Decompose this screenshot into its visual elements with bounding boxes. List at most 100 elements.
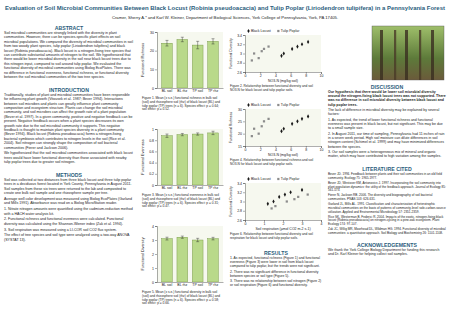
error-bar <box>181 37 184 41</box>
tick: 2 <box>260 146 262 152</box>
tick: 3.4 <box>237 34 245 38</box>
text-line: tulip poplar trees. <box>328 103 357 107</box>
tick: TP soil <box>192 88 203 93</box>
tick-label: 0 <box>245 74 247 78</box>
tick-label: 2 <box>152 253 154 257</box>
error-bar <box>196 133 199 135</box>
tick-label: 3 <box>152 239 154 243</box>
tick-label: TP soil <box>192 283 203 287</box>
paragraph: 1. As expected, functional richness (Fig… <box>230 256 320 268</box>
point <box>274 205 276 207</box>
authors: Cramer, Sherry A.* and Karl W. Kleiner, … <box>112 15 338 20</box>
tick-label: 10 <box>150 68 154 72</box>
legend-label: Black Locust <box>251 177 271 181</box>
error-bar <box>165 237 168 240</box>
tick: 0 <box>245 72 247 78</box>
bar <box>177 135 188 185</box>
text-line: and Mills 1991). Absorbance was read on … <box>4 201 117 205</box>
tick-mark <box>155 69 157 70</box>
tick: 1 <box>152 128 157 132</box>
tick-label: 3.4 <box>237 182 242 186</box>
tick-mark <box>243 211 245 212</box>
paragraph: The lack of difference in microbial dive… <box>328 108 439 116</box>
marks <box>162 131 219 185</box>
tick: 10 <box>150 68 157 72</box>
text-line: factors: <box>328 112 340 116</box>
text-line: growth rate due to the soil microbial co… <box>4 124 120 128</box>
error-bar <box>196 41 199 48</box>
text-line: present. Negative feedback occurs when a… <box>4 119 124 123</box>
paragraph: Fierer N, Jackson RB. 2006. The diversit… <box>328 193 433 201</box>
tick-label: BL soil <box>162 283 173 287</box>
text-line: The lack of difference in microbial dive… <box>328 108 439 112</box>
photo-trunk <box>419 30 421 80</box>
legend-label: Tulip Poplar <box>281 177 300 181</box>
paragraph: Garland JL, Mills AL. 1991. Classificati… <box>328 202 446 213</box>
tick: 0.4 <box>149 161 157 165</box>
text-line: and Dr. Karl Kleiner for helping collect… <box>328 252 408 256</box>
text-line: trees in a deciduous forest located in Y… <box>4 182 132 186</box>
axis-title: NO3-N (mg/kg soil) <box>268 153 298 157</box>
text-line: The effect of tree species and soil type… <box>4 233 130 237</box>
text-line: between the species. <box>328 145 361 149</box>
tick-label: BL soil <box>162 89 173 93</box>
point <box>251 59 253 61</box>
axis: 2.62.833.23.4 <box>237 182 245 223</box>
tick-label: TP rhz <box>208 283 218 287</box>
bar <box>208 133 219 185</box>
bar <box>162 136 173 185</box>
text-line: trees would have lower functional divers… <box>4 156 127 160</box>
tick: 0 <box>152 184 157 188</box>
tick-label: 2.6 <box>237 71 242 75</box>
tick: 25 <box>238 120 245 124</box>
tick: 8 <box>305 146 307 152</box>
tick-mark <box>243 72 245 73</box>
text-line: this nitrogen input, compared to soil ar… <box>4 62 121 66</box>
tick-label: 1 <box>152 128 154 132</box>
tick-label: 4 <box>321 222 323 226</box>
text-line: compared to tulip poplar, but the trends… <box>230 264 320 268</box>
point <box>267 202 269 206</box>
axis-title: Functional Diversity <box>141 237 145 270</box>
text-line: Ecology 174: 97-107. <box>328 222 357 226</box>
tick: 3.2 <box>237 43 245 47</box>
point <box>261 125 263 127</box>
text-line: We hypothesized that the soil microbial … <box>4 151 133 155</box>
axis: 2.62.833.23.4 <box>237 34 245 75</box>
tick: 6 <box>290 72 292 78</box>
tick: 1 <box>152 267 157 271</box>
tick-label: 10 <box>320 74 324 78</box>
tick-label: 2 <box>260 74 262 78</box>
tick: 6 <box>290 146 292 152</box>
point <box>267 118 269 120</box>
tick: 2.8 <box>237 61 245 65</box>
tick: 3.4 <box>237 182 245 186</box>
error-bar <box>181 133 184 135</box>
axis: 0102030 <box>150 31 157 91</box>
paragraph: 1. As expected, the trend of lower funct… <box>328 118 443 130</box>
tick-label: 20 <box>238 132 242 136</box>
legend-symbol <box>277 104 279 106</box>
text-line: 2. Functional richness and functional ev… <box>4 217 123 221</box>
point <box>307 40 309 44</box>
tick-label: 8 <box>305 74 307 78</box>
point <box>258 57 260 59</box>
legend-label: Tulip Poplar <box>281 29 300 33</box>
error-bar <box>165 134 168 137</box>
caption: Figure 3. Mean (± s.e.) functional evenn… <box>142 193 220 208</box>
text-line: soil effect: p = 0.66. <box>142 301 170 305</box>
axis-title: Functional Richness <box>229 111 233 143</box>
title: Evaluation of Soil Microbial Communities… <box>5 5 445 11</box>
tick: TP soil <box>192 185 203 190</box>
legend-symbol <box>247 103 249 107</box>
axis-title: Functional Diversity <box>229 38 233 69</box>
bar <box>208 239 219 282</box>
axis-title: Functional Evenness <box>141 139 145 174</box>
tick: 2 <box>283 220 285 226</box>
tick-label: 8 <box>305 148 307 152</box>
text-line: utilization. Applied and Environmental M… <box>328 210 419 214</box>
tick-mark <box>155 140 157 141</box>
tick-label: 15 <box>238 145 242 149</box>
tick: 2 <box>152 253 157 257</box>
tick: 20 <box>238 132 245 136</box>
